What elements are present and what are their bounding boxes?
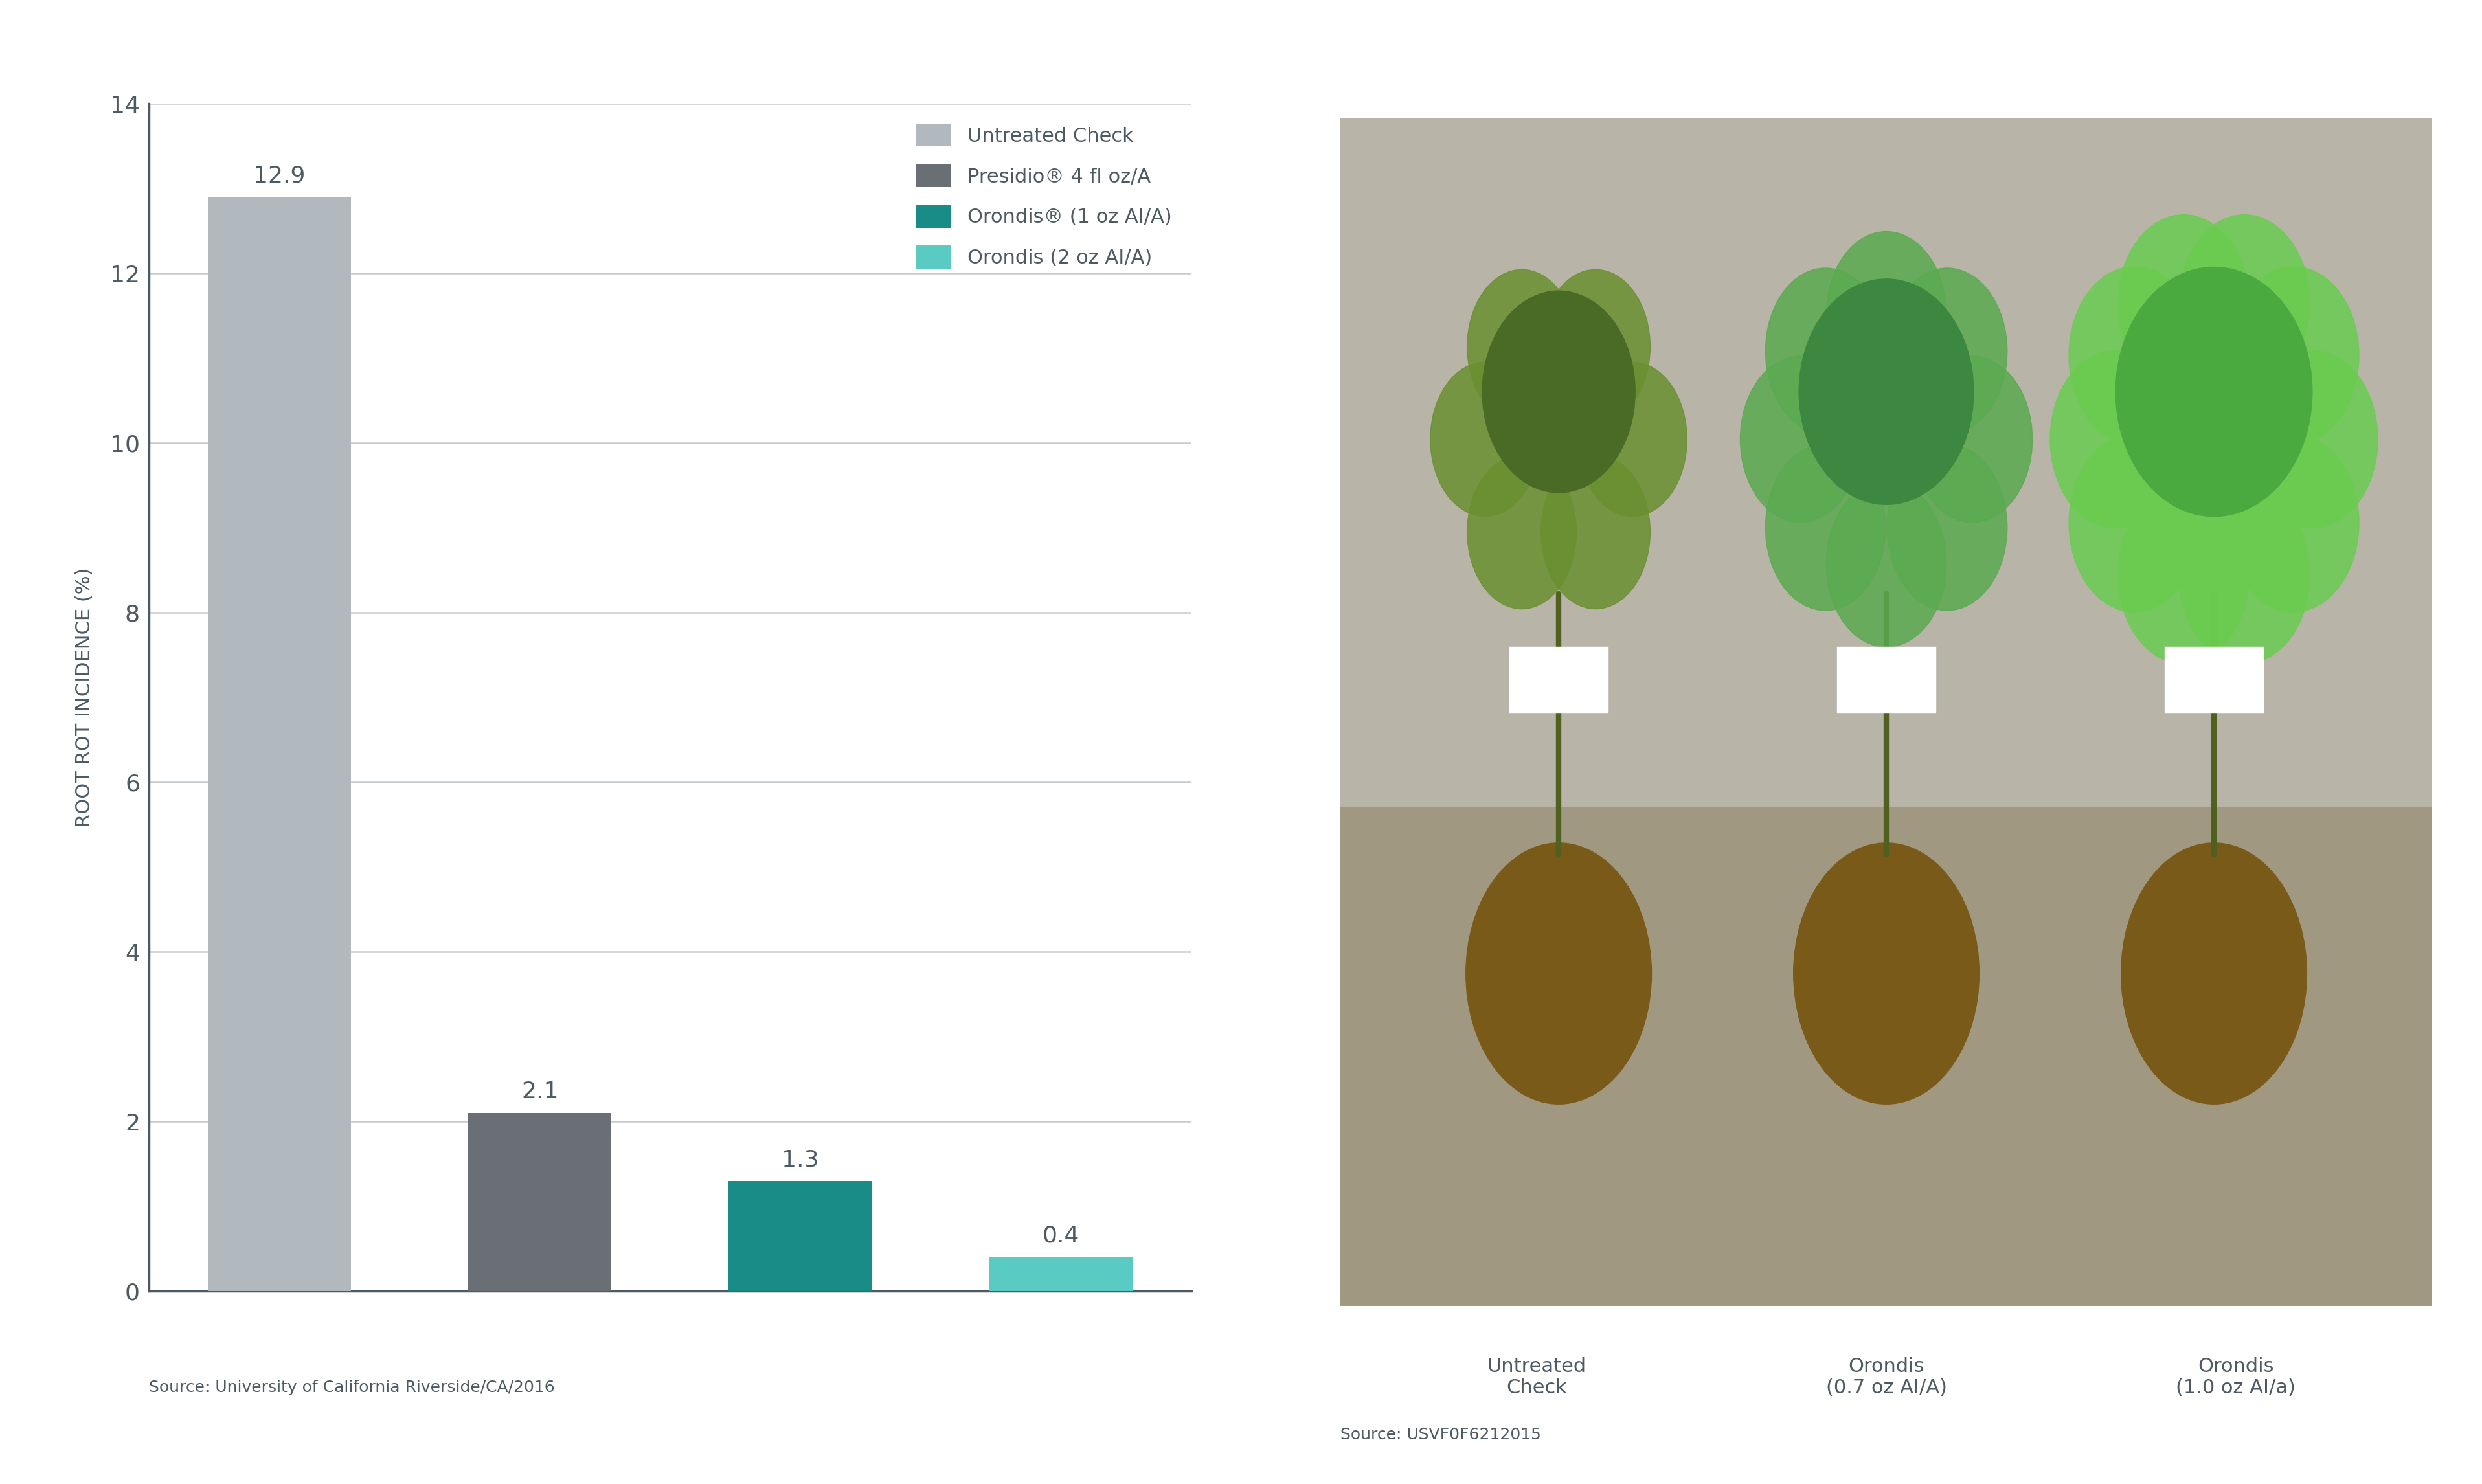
Ellipse shape: [1541, 270, 1651, 424]
Bar: [1340, 807, 2432, 1306]
Bar: [1837, 647, 1936, 712]
Ellipse shape: [2246, 350, 2378, 528]
Ellipse shape: [1886, 444, 2008, 610]
Ellipse shape: [1467, 843, 1651, 1104]
Ellipse shape: [2122, 843, 2306, 1104]
Text: Source: USVF0F6212015: Source: USVF0F6212015: [1340, 1428, 1541, 1442]
Bar: [990, 1257, 1132, 1291]
Legend: Untreated Check, Presidio® 4 fl oz/A, Orondis® (1 oz AI/A), Orondis (2 oz AI/A): Untreated Check, Presidio® 4 fl oz/A, Or…: [906, 114, 1181, 279]
Ellipse shape: [1430, 362, 1539, 516]
Text: Untreated
Check: Untreated Check: [1487, 1356, 1586, 1398]
Ellipse shape: [2070, 267, 2199, 445]
Text: Orondis
(0.7 oz AI/A): Orondis (0.7 oz AI/A): [1827, 1356, 1946, 1398]
Ellipse shape: [1827, 232, 1946, 398]
Ellipse shape: [1467, 270, 1576, 424]
Ellipse shape: [1740, 356, 1862, 522]
Ellipse shape: [2117, 485, 2249, 663]
Ellipse shape: [2229, 433, 2358, 611]
Ellipse shape: [2117, 215, 2249, 393]
Ellipse shape: [1886, 269, 2008, 435]
Bar: [2164, 647, 2264, 712]
Ellipse shape: [1827, 481, 1946, 647]
Ellipse shape: [1482, 291, 1636, 493]
Ellipse shape: [1579, 362, 1688, 516]
Ellipse shape: [2179, 215, 2311, 393]
Bar: [730, 1181, 871, 1291]
Bar: [469, 1113, 611, 1291]
Text: 2.1: 2.1: [521, 1080, 558, 1103]
Ellipse shape: [1541, 454, 1651, 608]
Ellipse shape: [2229, 267, 2358, 445]
Ellipse shape: [1911, 356, 2033, 522]
Bar: [1509, 647, 1608, 712]
Ellipse shape: [2179, 485, 2311, 663]
Ellipse shape: [1794, 843, 1978, 1104]
Text: 1.3: 1.3: [782, 1149, 819, 1171]
Text: Orondis
(1.0 oz AI/a): Orondis (1.0 oz AI/a): [2177, 1356, 2296, 1398]
Ellipse shape: [2115, 267, 2313, 516]
Ellipse shape: [1765, 269, 1886, 435]
Ellipse shape: [2070, 433, 2199, 611]
Text: 12.9: 12.9: [253, 165, 305, 187]
Ellipse shape: [1467, 454, 1576, 608]
Ellipse shape: [1765, 444, 1886, 610]
Bar: [208, 197, 350, 1291]
Text: 0.4: 0.4: [1042, 1224, 1080, 1247]
Ellipse shape: [2050, 350, 2182, 528]
Ellipse shape: [1799, 279, 1973, 505]
Text: Source: University of California Riverside/CA/2016: Source: University of California Riversi…: [149, 1380, 556, 1395]
Y-axis label: ROOT ROT INCIDENCE (%): ROOT ROT INCIDENCE (%): [74, 567, 94, 828]
